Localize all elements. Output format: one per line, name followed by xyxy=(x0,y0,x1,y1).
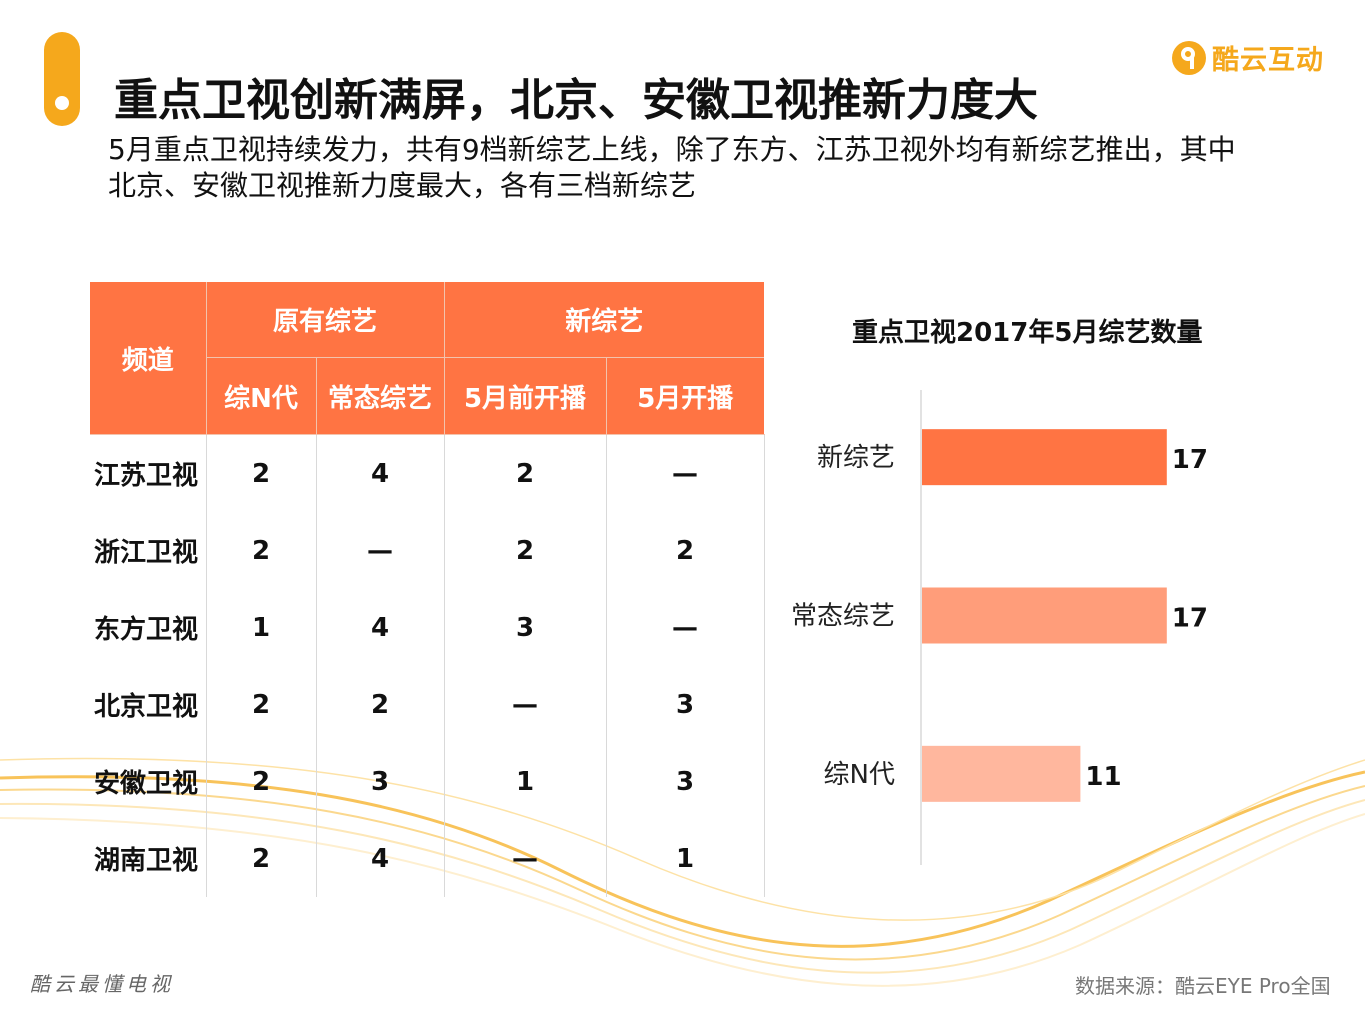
header-col-2: 5月前开播 xyxy=(444,357,607,435)
table-row: 湖南卫视 2 4 — 1 xyxy=(90,820,765,897)
bar-1 xyxy=(922,587,1167,644)
value-cell: — xyxy=(444,820,607,897)
value-cell: 2 xyxy=(206,743,317,820)
data-label: 11 xyxy=(1085,762,1121,792)
header-col-0: 综N代 xyxy=(206,357,317,435)
title-accent-bar xyxy=(44,32,80,126)
value-cell: 2 xyxy=(206,512,317,589)
data-label: 17 xyxy=(1172,604,1208,634)
channel-cell: 江苏卫视 xyxy=(90,434,207,512)
brand-logo-icon xyxy=(1172,40,1206,75)
value-cell: — xyxy=(606,589,765,666)
channel-cell: 浙江卫视 xyxy=(90,512,207,589)
value-cell: 2 xyxy=(606,512,765,589)
value-cell: 1 xyxy=(606,820,765,897)
brand-name: 酷云互动 xyxy=(1212,45,1324,76)
header-channel: 频道 xyxy=(90,282,207,435)
value-cell: 2 xyxy=(206,666,317,743)
category-label: 新综艺 xyxy=(817,443,895,473)
channel-cell: 北京卫视 xyxy=(90,666,207,743)
header-original-shows: 原有综艺 xyxy=(206,282,445,358)
value-cell: 2 xyxy=(206,434,317,512)
value-cell: — xyxy=(316,512,445,589)
bar-0 xyxy=(922,429,1167,486)
channel-cell: 东方卫视 xyxy=(90,589,207,666)
value-cell: — xyxy=(444,666,607,743)
value-cell: 3 xyxy=(606,743,765,820)
variety-show-table: 频道 原有综艺 新综艺 综N代 常态综艺 5月前开播 5月开播 江苏卫视 2 4… xyxy=(90,282,765,897)
footer-slogan: 酷云最懂电视 xyxy=(30,972,174,996)
value-cell: 1 xyxy=(444,743,607,820)
value-cell: 3 xyxy=(606,666,765,743)
category-label: 综N代 xyxy=(824,760,895,790)
value-cell: 2 xyxy=(206,820,317,897)
page-title: 重点卫视创新满屏，北京、安徽卫视推新力度大 xyxy=(114,75,1038,126)
header-new-shows: 新综艺 xyxy=(444,282,764,358)
value-cell: 3 xyxy=(316,743,445,820)
value-cell: 2 xyxy=(444,434,607,512)
header-col-1: 常态综艺 xyxy=(316,357,445,435)
value-cell: 4 xyxy=(316,434,445,512)
value-cell: 4 xyxy=(316,589,445,666)
bar-chart: 重点卫视2017年5月综艺数量 新综艺 17 常态综艺 17 综N代 11 xyxy=(770,300,1330,880)
table-row: 东方卫视 1 4 3 — xyxy=(90,589,765,666)
channel-cell: 湖南卫视 xyxy=(90,820,207,897)
table-row: 江苏卫视 2 4 2 — xyxy=(90,434,765,512)
value-cell: 4 xyxy=(316,820,445,897)
table-row: 北京卫视 2 2 — 3 xyxy=(90,666,765,743)
table-row: 安徽卫视 2 3 1 3 xyxy=(90,743,765,820)
brand-logo: 酷云互动 xyxy=(1172,38,1324,77)
subtitle: 5月重点卫视持续发力，共有9档新综艺上线，除了东方、江苏卫视外均有新综艺推出，其… xyxy=(108,132,1308,204)
subtitle-line-2: 北京、安徽卫视推新力度最大，各有三档新综艺 xyxy=(108,169,697,202)
channel-cell: 安徽卫视 xyxy=(90,743,207,820)
data-label: 17 xyxy=(1172,445,1208,475)
header-col-3: 5月开播 xyxy=(606,357,764,435)
value-cell: 2 xyxy=(316,666,445,743)
subtitle-line-1: 5月重点卫视持续发力，共有9档新综艺上线，除了东方、江苏卫视外均有新综艺推出，其… xyxy=(108,133,1236,166)
value-cell: — xyxy=(606,434,765,512)
bar-2 xyxy=(922,745,1081,802)
data-source: 数据来源：酷云EYE Pro全国 xyxy=(1075,974,1331,998)
table-row: 浙江卫视 2 — 2 2 xyxy=(90,512,765,589)
category-label: 常态综艺 xyxy=(791,602,895,632)
chart-plot: 新综艺 17 常态综艺 17 综N代 11 xyxy=(791,390,1208,865)
value-cell: 3 xyxy=(444,589,607,666)
value-cell: 1 xyxy=(206,589,317,666)
value-cell: 2 xyxy=(444,512,607,589)
chart-title: 重点卫视2017年5月综艺数量 xyxy=(852,318,1203,348)
